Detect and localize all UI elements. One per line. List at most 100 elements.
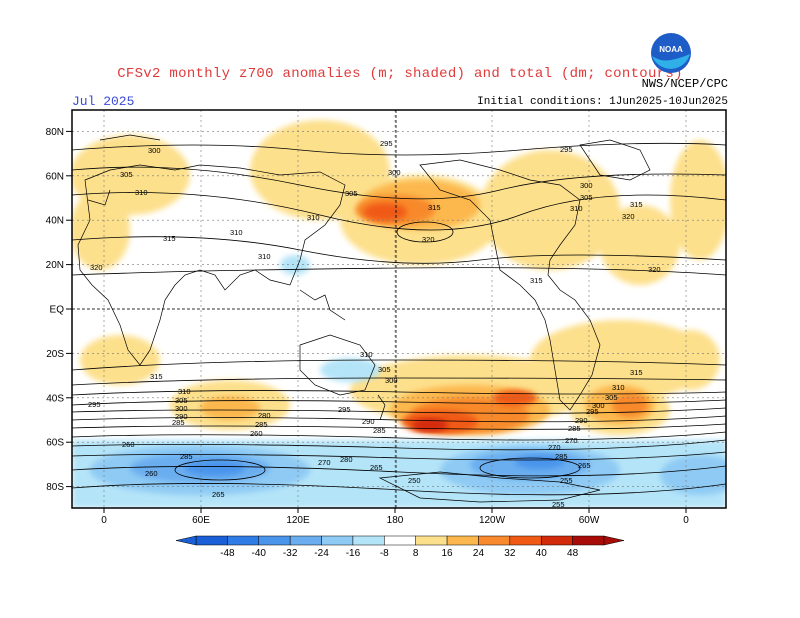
initial-conditions: Initial conditions: 1Jun2025-10Jun2025 bbox=[477, 96, 728, 108]
colorbar-swatch bbox=[321, 535, 354, 546]
colorbar-low-arrow bbox=[175, 535, 197, 546]
contour-label: 280 bbox=[340, 455, 353, 464]
colorbar-swatch bbox=[415, 535, 448, 546]
colorbar-tick-label: -48 bbox=[220, 548, 235, 559]
contour-label: 305 bbox=[120, 170, 133, 179]
contour-label: 310 bbox=[360, 350, 373, 359]
lat-label: 60S bbox=[46, 438, 64, 449]
contour-label: 300 bbox=[148, 146, 161, 155]
contour-label: 260 bbox=[122, 440, 135, 449]
lat-label: 40S bbox=[46, 393, 64, 404]
colorbar-tick-label: 40 bbox=[536, 548, 548, 559]
contour-label: 295 bbox=[338, 405, 351, 414]
contour-label: 315 bbox=[163, 234, 176, 243]
contour-label: 270 bbox=[565, 436, 578, 445]
contour-label: 295 bbox=[380, 139, 393, 148]
contour-label: 260 bbox=[145, 469, 158, 478]
contour-label: 290 bbox=[175, 412, 188, 421]
anomaly-shading bbox=[72, 120, 726, 508]
colorbar-swatch bbox=[384, 535, 416, 546]
colorbar-tick-label: 16 bbox=[442, 548, 454, 559]
colorbar-swatch bbox=[227, 535, 260, 546]
colorbar-swatch bbox=[478, 535, 511, 546]
lat-label: 80N bbox=[46, 127, 64, 138]
colorbar-swatch bbox=[195, 535, 228, 546]
contour-label: 295 bbox=[88, 400, 101, 409]
contour-label: 285 bbox=[180, 452, 193, 461]
contour-label: 285 bbox=[568, 424, 581, 433]
colorbar-swatch bbox=[352, 535, 385, 546]
contour-label: 310 bbox=[258, 252, 271, 261]
contour-label: 310 bbox=[230, 228, 243, 237]
contour-label: 265 bbox=[578, 461, 591, 470]
contour-label: 310 bbox=[307, 213, 320, 222]
contour-label: 250 bbox=[408, 476, 421, 485]
contour-label: 285 bbox=[555, 452, 568, 461]
contour-label: 315 bbox=[150, 372, 163, 381]
forecast-month: Jul 2025 bbox=[72, 94, 135, 109]
lon-label: 180 bbox=[387, 515, 404, 526]
contour-label: 280 bbox=[258, 411, 271, 420]
map-title: CFSv2 monthly z700 anomalies (m; shaded)… bbox=[117, 66, 683, 82]
contour-label: 315 bbox=[530, 276, 543, 285]
contour-label: 315 bbox=[428, 203, 441, 212]
height-contours bbox=[72, 142, 726, 496]
lon-label: 120W bbox=[479, 515, 506, 526]
contour-label: 320 bbox=[648, 265, 661, 274]
contour-label: 255 bbox=[552, 500, 565, 509]
contour-label: 315 bbox=[630, 368, 643, 377]
colorbar-swatch bbox=[540, 535, 573, 546]
contour-label: 270 bbox=[318, 458, 331, 467]
colorbar-tick-label: -8 bbox=[380, 548, 389, 559]
contour-label: 290 bbox=[575, 416, 588, 425]
lat-label: 20N bbox=[46, 260, 64, 271]
contour-label: 255 bbox=[560, 476, 573, 485]
colorbar-swatch bbox=[258, 535, 291, 546]
contour-label: 300 bbox=[580, 181, 593, 190]
contour-label: 270 bbox=[548, 443, 561, 452]
latitude-axis: 80N 60N 40N 20N EQ 20S 40S 60S 80S bbox=[46, 127, 72, 493]
colorbar-swatch bbox=[509, 535, 542, 546]
lon-label: 60E bbox=[192, 515, 210, 526]
contour-label: 315 bbox=[630, 200, 643, 209]
contour-label: 305 bbox=[378, 365, 391, 374]
colorbar: -48 -40 -32 -24 -16 -8 8 16 24 32 40 48 bbox=[175, 535, 625, 559]
contour-label: 300 bbox=[388, 168, 401, 177]
contour-label: 320 bbox=[90, 263, 103, 272]
lat-label: 60N bbox=[46, 171, 64, 182]
lon-label: 0 bbox=[683, 515, 689, 526]
contour-label: 285 bbox=[172, 418, 185, 427]
contour-label: 285 bbox=[255, 420, 268, 429]
lat-label: 40N bbox=[46, 216, 64, 227]
contour-label: 295 bbox=[560, 145, 573, 154]
contour-label: 310 bbox=[612, 383, 625, 392]
lat-label: 20S bbox=[46, 349, 64, 360]
contour-label: 305 bbox=[605, 393, 618, 402]
contour-label: 305 bbox=[580, 193, 593, 202]
contour-label: 265 bbox=[370, 463, 383, 472]
colorbar-tick-label: 24 bbox=[473, 548, 485, 559]
contour-label: 290 bbox=[362, 417, 375, 426]
contour-label: 300 bbox=[385, 376, 398, 385]
lat-label: EQ bbox=[50, 305, 65, 316]
noaa-logo-text: NOAA bbox=[659, 45, 683, 54]
contour-labels: 300 295 295 300 305 305 310 310 315 320 … bbox=[88, 139, 661, 509]
contour-label: 260 bbox=[250, 429, 263, 438]
lat-label: 80S bbox=[46, 482, 64, 493]
contour-label: 310 bbox=[178, 387, 191, 396]
agency-label: NWS/NCEP/CPC bbox=[641, 77, 728, 91]
noaa-logo-icon: NOAA bbox=[651, 33, 691, 73]
contour-label: 310 bbox=[135, 188, 148, 197]
colorbar-tick-label: 8 bbox=[413, 548, 419, 559]
lon-label: 120E bbox=[286, 515, 310, 526]
contour-label: 320 bbox=[622, 212, 635, 221]
contour-label: 305 bbox=[175, 396, 188, 405]
colorbar-swatch bbox=[446, 535, 479, 546]
contour-label: 300 bbox=[175, 404, 188, 413]
colorbar-swatch bbox=[289, 535, 322, 546]
contour-label: 305 bbox=[345, 189, 358, 198]
contour-label: 285 bbox=[373, 426, 386, 435]
colorbar-tick-label: 48 bbox=[567, 548, 579, 559]
colorbar-tick-label: 32 bbox=[504, 548, 516, 559]
colorbar-tick-label: -32 bbox=[283, 548, 298, 559]
